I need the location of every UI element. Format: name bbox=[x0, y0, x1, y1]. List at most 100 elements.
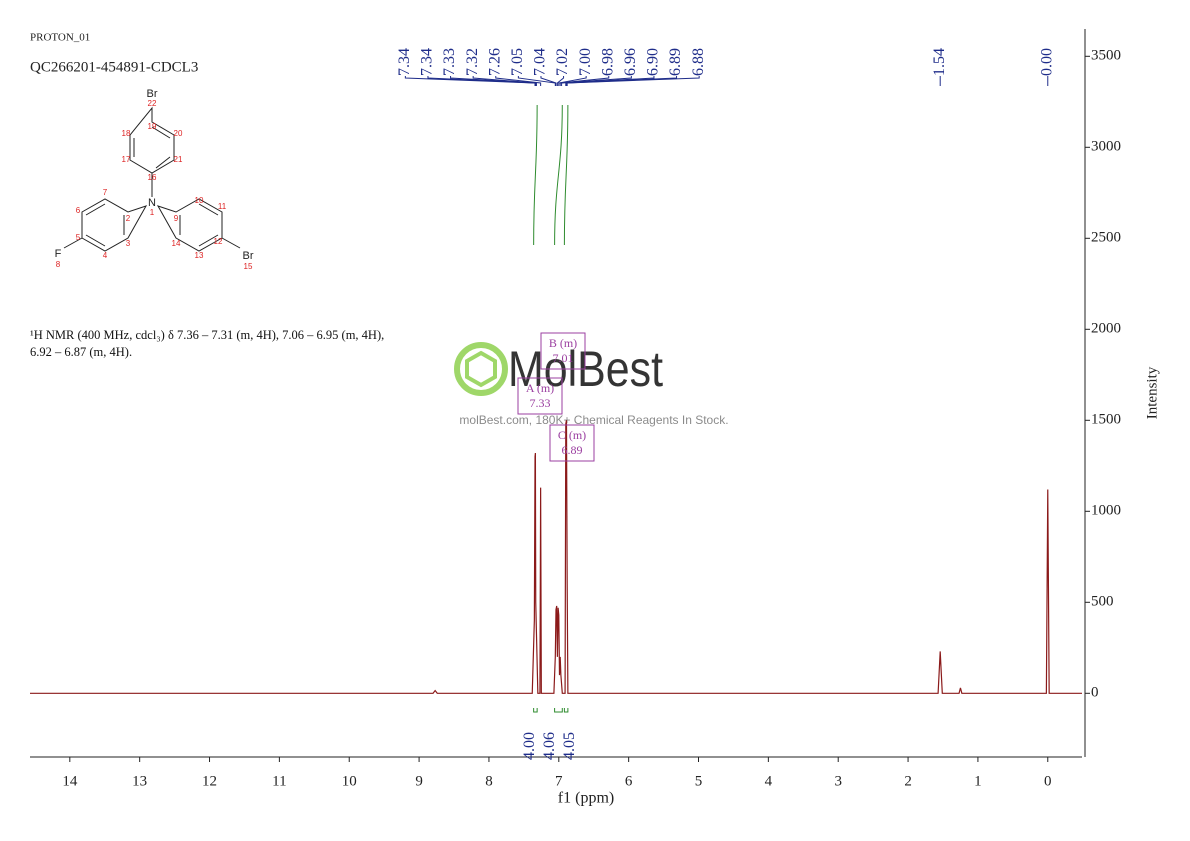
x-tick-label: 0 bbox=[1044, 773, 1052, 789]
x-tick-label: 1 bbox=[974, 773, 982, 789]
y-tick-label: 1500 bbox=[1091, 412, 1121, 428]
structure bbox=[63, 106, 241, 252]
nmr-description: ¹H NMR (400 MHz, cdcl₃) δ 7.36 – 7.31 (m… bbox=[30, 328, 385, 359]
atom-number: 19 bbox=[148, 122, 157, 131]
x-tick-label: 11 bbox=[272, 773, 286, 789]
atom-number: 4 bbox=[103, 251, 108, 260]
integral-curve bbox=[533, 104, 538, 246]
y-axis-label: Intensity bbox=[1144, 366, 1160, 419]
integral-curve bbox=[554, 104, 563, 246]
watermark: MolBest molBest.com, 180K+ Chemical Reag… bbox=[454, 341, 729, 427]
multiplet-box bbox=[517, 377, 563, 415]
watermark-logo: MolBest bbox=[508, 341, 663, 397]
atom-number: 22 bbox=[148, 99, 157, 108]
integral-curve bbox=[563, 104, 569, 246]
experiment-name: PROTON_01 bbox=[30, 32, 90, 44]
x-tick-label: 2 bbox=[904, 773, 912, 789]
peak-connector bbox=[558, 76, 587, 86]
logo-ring bbox=[454, 342, 508, 396]
x-tick-label: 12 bbox=[202, 773, 217, 789]
x-tick-label: 13 bbox=[132, 773, 147, 789]
x-tick-label: 10 bbox=[342, 773, 357, 789]
multiplet-shift: 6.89 bbox=[562, 443, 583, 457]
y-tick-label: 500 bbox=[1091, 594, 1114, 610]
integral-bracket bbox=[554, 708, 563, 713]
peak-connector bbox=[427, 76, 536, 86]
logo-hexagon bbox=[465, 350, 497, 388]
peak-label: 7.32 bbox=[464, 48, 481, 76]
atom-number: 21 bbox=[174, 155, 183, 164]
integral-label: 4.06 bbox=[541, 732, 558, 760]
peak-label: 7.34 bbox=[419, 48, 436, 76]
peak-label: 6.90 bbox=[645, 48, 662, 76]
y-tick-label: 2000 bbox=[1091, 321, 1121, 337]
peak-connector bbox=[450, 76, 537, 86]
atom-number: 9 bbox=[174, 214, 179, 223]
peak-connector bbox=[495, 76, 542, 86]
atom-number: 6 bbox=[76, 206, 81, 215]
bonds bbox=[63, 106, 241, 252]
peak-label: 7.34 bbox=[396, 48, 413, 76]
x-tick-label: 4 bbox=[765, 773, 773, 789]
peak-label: 6.89 bbox=[667, 48, 684, 76]
x-tick-label: 14 bbox=[62, 773, 78, 789]
peak-label: 6.96 bbox=[622, 48, 639, 76]
peak-connector bbox=[565, 76, 655, 86]
multiplet-box bbox=[549, 424, 595, 462]
atom-number: 10 bbox=[195, 196, 204, 205]
multiplet-box bbox=[540, 332, 586, 370]
peak-label: 1.54 bbox=[931, 48, 948, 76]
atom-number: 17 bbox=[122, 155, 131, 164]
multiplet-name: C (m) bbox=[558, 428, 586, 442]
peak-connector bbox=[561, 76, 632, 86]
peak-label: 6.88 bbox=[690, 48, 707, 76]
peak-label: 7.33 bbox=[441, 48, 458, 76]
y-tick-label: 3500 bbox=[1091, 48, 1121, 64]
atom-number: 18 bbox=[122, 129, 131, 138]
peak-label: 7.04 bbox=[532, 48, 549, 76]
atom: N bbox=[148, 197, 156, 209]
atom-number: 15 bbox=[244, 262, 253, 271]
atom-number: 16 bbox=[148, 173, 157, 182]
peak-connector bbox=[517, 76, 556, 86]
structure-labels: Br 22 19 18 20 17 21 16 N 1 7 2 6 5 3 4 … bbox=[55, 88, 254, 271]
peak-label: 7.02 bbox=[554, 48, 571, 76]
peak-label: 7.05 bbox=[509, 48, 526, 76]
atom-number: 2 bbox=[126, 214, 131, 223]
atom-number: 13 bbox=[195, 251, 204, 260]
multiplet-name: B (m) bbox=[549, 336, 577, 350]
x-tick-label: 8 bbox=[485, 773, 493, 789]
peak-label: 0.00 bbox=[1038, 48, 1055, 76]
atom: F bbox=[55, 248, 62, 260]
peak-connector bbox=[472, 76, 537, 86]
atom-number: 11 bbox=[218, 202, 227, 211]
peak-connector bbox=[566, 76, 700, 86]
y-tick-label: 3000 bbox=[1091, 139, 1121, 155]
multiplet-shift: 7.01 bbox=[553, 351, 574, 365]
atom-number: 12 bbox=[214, 237, 223, 246]
atom-number: 3 bbox=[126, 239, 131, 248]
x-tick-label: 3 bbox=[834, 773, 842, 789]
x-tick-label: 7 bbox=[555, 773, 563, 789]
peak-connector bbox=[556, 76, 565, 86]
y-tick-label: 2500 bbox=[1091, 230, 1121, 246]
peak-connector bbox=[559, 76, 610, 86]
atom: Br bbox=[147, 88, 158, 100]
multiplet-name: A (m) bbox=[526, 381, 554, 395]
peak-label: 6.98 bbox=[599, 48, 616, 76]
watermark-text: molBest.com, 180K+ Chemical Reagents In … bbox=[459, 413, 728, 427]
multiplet-shift: 7.33 bbox=[530, 396, 551, 410]
integral-bracket bbox=[563, 708, 569, 713]
peak-label: 7.00 bbox=[577, 48, 594, 76]
atom: Br bbox=[243, 250, 254, 262]
y-tick-label: 1000 bbox=[1091, 503, 1121, 519]
integral-bracket bbox=[533, 708, 538, 713]
spectrum-line bbox=[30, 420, 1082, 694]
atom-number: 1 bbox=[150, 208, 155, 217]
sample-name: QC266201-454891-CDCL3 bbox=[30, 59, 198, 75]
integral-label: 4.05 bbox=[561, 732, 578, 760]
atom-number: 7 bbox=[103, 188, 108, 197]
